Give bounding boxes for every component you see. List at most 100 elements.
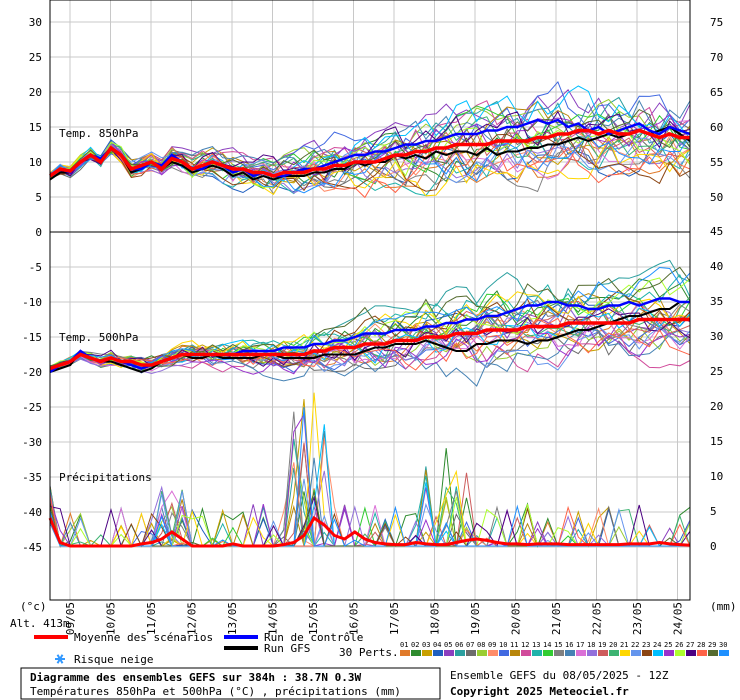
right-bottom-tick-label: 30: [710, 330, 723, 343]
perturbation-number: 18: [587, 641, 595, 649]
left-tick-label: -40: [22, 506, 42, 519]
right-bottom-tick-label: 0: [710, 540, 717, 553]
perturbation-swatch: [576, 650, 586, 656]
panel-label-precip: Précipitations: [59, 471, 152, 484]
perturbation-swatch: [686, 650, 696, 656]
right-bottom-tick-label: 15: [710, 435, 723, 448]
right-top-tick-label: 50: [710, 191, 723, 204]
chart-axes: 302520151050-5-10-15-20-25-30-35-40-4575…: [22, 0, 723, 635]
perturbation-swatch: [620, 650, 630, 656]
perturbation-number: 17: [576, 641, 584, 649]
left-tick-label: 20: [29, 86, 42, 99]
copyright: Copyright 2025 Meteociel.fr: [450, 685, 629, 698]
legend-mean-label: Moyenne des scénarios: [74, 631, 213, 644]
perturbation-swatch: [411, 650, 421, 656]
perturbation-number: 11: [510, 641, 518, 649]
left-tick-label: 30: [29, 16, 42, 29]
altitude-label: Alt. 413m: [10, 617, 70, 630]
perturbation-swatch: [466, 650, 476, 656]
left-tick-label: -45: [22, 541, 42, 554]
date-tick-label: 23/05: [631, 602, 644, 635]
right-top-tick-label: 75: [710, 16, 723, 29]
perturbation-number: 05: [444, 641, 452, 649]
main-curves: [48, 118, 691, 548]
perturbation-number: 30: [719, 641, 727, 649]
perturbation-swatch: [488, 650, 498, 656]
perturbation-swatch: [444, 650, 454, 656]
right-bottom-tick-label: 35: [710, 295, 723, 308]
perturbation-swatch: [455, 650, 465, 656]
date-tick-label: 10/05: [105, 602, 118, 635]
panel-label-500: Temp. 500hPa: [59, 331, 138, 344]
member-850-line: [49, 100, 691, 176]
date-tick-label: 11/05: [145, 602, 158, 635]
perturbation-swatch: [642, 650, 652, 656]
right-top-tick-label: 60: [710, 121, 723, 134]
date-tick-label: 20/05: [510, 602, 523, 635]
perturbation-swatches: 01 02 03 04 05 06 07 08 09 10 11 12 13 14 15 16 17 18 19 20…: [400, 641, 729, 656]
right-bottom-tick-label: 40: [710, 260, 723, 273]
left-tick-label: -30: [22, 436, 42, 449]
date-tick-label: 12/05: [186, 602, 199, 635]
date-tick-label: 24/05: [672, 602, 685, 635]
date-tick-label: 22/05: [591, 602, 604, 635]
date-tick-label: 09/05: [64, 602, 77, 635]
perturbation-swatch: [422, 650, 432, 656]
date-tick-label: 19/05: [469, 602, 482, 635]
left-tick-label: 10: [29, 156, 42, 169]
left-tick-label: 15: [29, 121, 42, 134]
left-tick-label: 25: [29, 51, 42, 64]
right-top-tick-label: 55: [710, 156, 723, 169]
perturbation-number: 15: [554, 641, 562, 649]
perturbation-number: 06: [455, 641, 463, 649]
left-unit-label: (°c): [20, 600, 47, 613]
perturbation-swatch: [543, 650, 553, 656]
left-tick-label: -20: [22, 366, 42, 379]
perturbation-number: 22: [631, 641, 639, 649]
perturbation-swatch: [565, 650, 575, 656]
perturbation-number: 21: [620, 641, 628, 649]
right-top-tick-label: 70: [710, 51, 723, 64]
right-unit-label: (mm): [710, 600, 737, 613]
date-tick-label: 21/05: [550, 602, 563, 635]
legend-snow-label: Risque neige: [74, 653, 153, 666]
perturbation-number: 02: [411, 641, 419, 649]
perturbation-number: 23: [642, 641, 650, 649]
right-top-tick-label: 65: [710, 86, 723, 99]
perturbation-number: 04: [433, 641, 441, 649]
perturbation-number: 13: [532, 641, 540, 649]
member-500-line: [49, 320, 691, 372]
date-tick-label: 14/05: [267, 602, 280, 635]
perturbations-label: 30 Perts.: [339, 646, 399, 659]
perturbation-swatch: [521, 650, 531, 656]
title-sub: Températures 850hPa et 500hPa (°C) , pré…: [30, 685, 401, 698]
perturbation-swatch: [499, 650, 509, 656]
perturbation-number: 28: [697, 641, 705, 649]
legend: Moyenne des scénarios Run de contrôle Ru…: [34, 631, 729, 666]
perturbation-number: 10: [499, 641, 507, 649]
date-tick-label: 17/05: [388, 602, 401, 635]
right-bottom-tick-label: 5: [710, 505, 717, 518]
perturbation-swatch: [477, 650, 487, 656]
perturbation-number: 20: [609, 641, 617, 649]
perturbation-swatch: [510, 650, 520, 656]
panel-label-850: Temp. 850hPa: [59, 127, 138, 140]
ensemble-info: Ensemble GEFS du 08/05/2025 - 12Z: [450, 669, 669, 682]
left-tick-label: -5: [29, 261, 42, 274]
perturbation-number: 27: [686, 641, 694, 649]
right-bottom-tick-label: 45: [710, 225, 723, 238]
snow-icon: [55, 654, 65, 664]
date-tick-label: 18/05: [429, 602, 442, 635]
left-tick-label: 5: [35, 191, 42, 204]
perturbation-number: 07: [466, 641, 474, 649]
perturbation-number: 03: [422, 641, 430, 649]
member-850-line: [49, 139, 691, 194]
perturbation-number: 01: [400, 641, 408, 649]
member-850-line: [49, 137, 691, 197]
mean-850-line: [49, 128, 690, 178]
perturbation-swatch: [675, 650, 685, 656]
perturbation-swatch: [609, 650, 619, 656]
perturbation-swatch: [532, 650, 542, 656]
left-tick-label: -35: [22, 471, 42, 484]
